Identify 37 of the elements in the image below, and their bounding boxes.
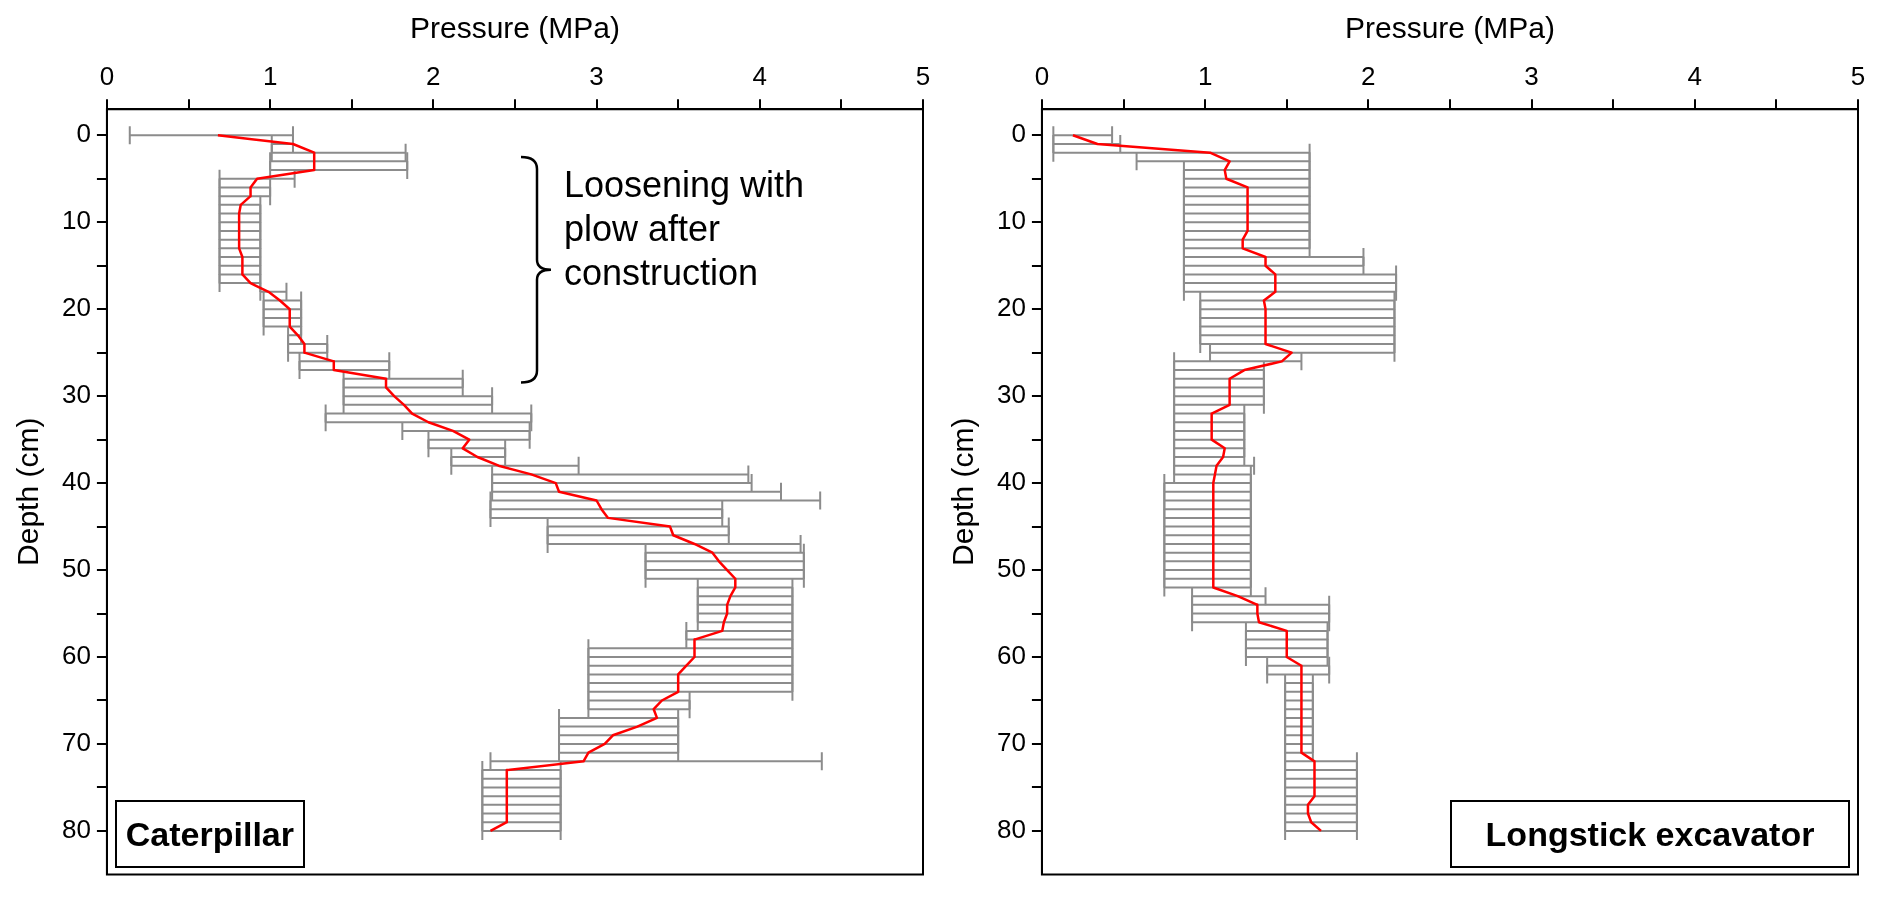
y-tick-label: 50	[62, 553, 91, 584]
x-tick-label: 0	[99, 60, 115, 91]
x-tick-label: 4	[752, 60, 768, 91]
y-tick-label: 30	[62, 379, 91, 410]
y-tick-label: 40	[997, 466, 1026, 497]
y-tick-label: 0	[1011, 118, 1026, 149]
x-tick-label: 1	[1197, 60, 1213, 91]
x-tick-label: 3	[1524, 60, 1539, 91]
y-tick-label: 80	[997, 814, 1026, 845]
x-tick-label: 2	[426, 60, 441, 91]
x-tick-label: 3	[589, 60, 604, 91]
y-tick-label: 30	[997, 379, 1026, 410]
y-tick-label: 10	[62, 205, 91, 236]
x-tick-label: 0	[1034, 60, 1050, 91]
y-tick-label: 60	[62, 640, 91, 671]
y-tick-label: 40	[62, 466, 91, 497]
x-axis-title: Pressure (MPa)	[409, 11, 620, 45]
annotation: Caterpillar	[114, 800, 305, 869]
y-tick-label: 0	[76, 118, 91, 149]
annotation: Longstick excavator	[1450, 800, 1850, 869]
y-axis-title: Depth (cm)	[946, 417, 980, 566]
y-tick-label: 50	[997, 553, 1026, 584]
y-tick-label: 70	[997, 727, 1026, 758]
y-tick-label: 70	[62, 727, 91, 758]
x-tick-label: 4	[1687, 60, 1703, 91]
y-tick-label: 20	[997, 292, 1026, 323]
x-tick-label: 1	[262, 60, 278, 91]
x-tick-label: 2	[1361, 60, 1376, 91]
y-tick-label: 10	[997, 205, 1026, 236]
x-tick-label: 5	[915, 60, 931, 91]
y-tick-label: 80	[62, 814, 91, 845]
x-axis-title: Pressure (MPa)	[1344, 11, 1555, 45]
annotation: Loosening with plow after construction	[563, 162, 806, 295]
x-tick-label: 5	[1850, 60, 1866, 91]
y-tick-label: 20	[62, 292, 91, 323]
y-axis-title: Depth (cm)	[11, 417, 45, 566]
y-tick-label: 60	[997, 640, 1026, 671]
